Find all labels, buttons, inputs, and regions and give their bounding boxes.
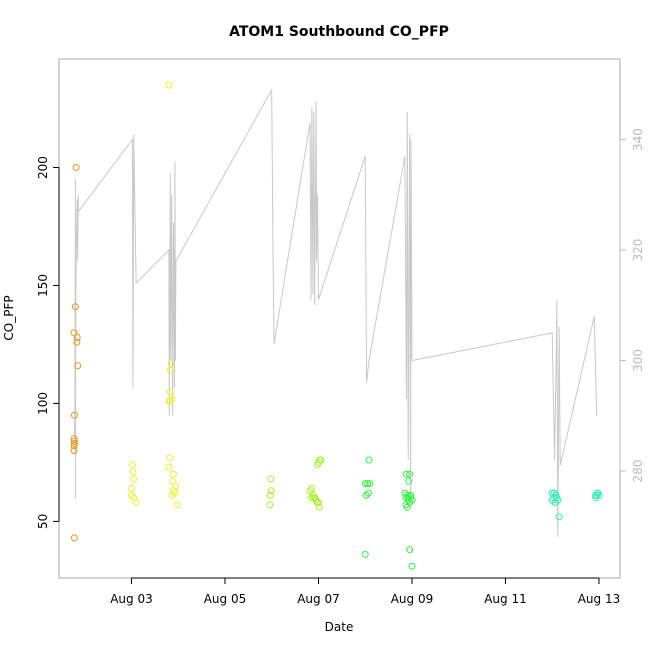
- data-point: [402, 470, 410, 478]
- data-point: [267, 487, 275, 495]
- data-point: [168, 395, 176, 403]
- data-point: [170, 470, 177, 478]
- data-point: [266, 501, 274, 509]
- line-series: [73, 88, 598, 538]
- data-point: [403, 503, 411, 511]
- data-point: [548, 489, 556, 497]
- data-point: [129, 468, 137, 476]
- y-right-tick-label: 280: [631, 459, 645, 482]
- data-point: [365, 456, 373, 464]
- data-point: [364, 480, 372, 488]
- data-point: [361, 550, 369, 558]
- data-point: [165, 81, 173, 89]
- data-point: [128, 461, 136, 469]
- data-point: [267, 475, 275, 483]
- data-point: [128, 484, 135, 492]
- data-point: [362, 491, 370, 499]
- x-axis: Aug 03 Aug 05 Aug 07 Aug 09 Aug 11 Aug 13: [110, 577, 621, 606]
- data-point: [407, 491, 415, 499]
- data-point: [166, 366, 174, 374]
- data-point: [554, 496, 562, 504]
- data-point: [314, 461, 321, 469]
- x-tick-label: Aug 05: [204, 592, 247, 606]
- y-tick-label: 50: [36, 514, 50, 529]
- data-point: [266, 491, 274, 499]
- data-point: [73, 338, 81, 346]
- data-point: [128, 491, 135, 499]
- data-point: [308, 484, 316, 492]
- data-point: [169, 477, 177, 485]
- y-right-tick-label: 340: [631, 128, 645, 151]
- x-tick-label: Aug 07: [297, 592, 340, 606]
- data-point: [405, 477, 413, 485]
- data-point: [70, 440, 78, 447]
- chart-title: ATOM1 Southbound CO_PFP: [229, 24, 449, 40]
- data-point: [166, 388, 174, 396]
- y-tick-label: 150: [36, 274, 50, 297]
- data-point: [401, 489, 409, 497]
- data-point: [408, 562, 416, 570]
- data-point: [132, 499, 140, 506]
- data-point: [70, 329, 78, 337]
- data-point: [72, 164, 80, 171]
- y-axis: 50 100 150 200: [36, 156, 60, 529]
- x-axis-title: Date: [325, 620, 354, 634]
- data-point: [365, 489, 372, 497]
- y-tick-label: 200: [36, 156, 50, 179]
- x-tick-label: Aug 03: [110, 592, 153, 606]
- x-tick-label: Aug 13: [578, 592, 621, 606]
- data-point: [74, 362, 82, 370]
- data-point: [361, 480, 369, 488]
- y-right-tick-label: 300: [631, 349, 645, 372]
- data-point: [311, 494, 319, 502]
- data-point: [166, 454, 174, 462]
- data-point: [71, 303, 79, 311]
- x-tick-label: Aug 09: [391, 592, 434, 606]
- data-point: [594, 489, 602, 497]
- data-point: [315, 503, 323, 511]
- data-point: [173, 501, 181, 509]
- data-point: [366, 480, 374, 488]
- scatter-points: [70, 81, 603, 570]
- data-point: [168, 491, 176, 499]
- data-point: [70, 442, 78, 450]
- data-point: [73, 333, 81, 341]
- data-point: [165, 463, 173, 471]
- data-point: [70, 411, 78, 419]
- x-tick-label: Aug 11: [484, 592, 527, 606]
- y-axis-title: CO_PFP: [2, 295, 16, 340]
- data-point: [130, 475, 138, 483]
- data-point: [70, 447, 78, 455]
- data-point: [407, 494, 415, 502]
- series-line: [73, 88, 598, 538]
- y-tick-label: 100: [36, 392, 50, 415]
- data-point: [167, 359, 175, 367]
- data-point: [555, 513, 563, 521]
- data-point: [70, 435, 78, 443]
- y-right-tick-label: 320: [631, 239, 645, 262]
- data-point: [592, 491, 600, 499]
- data-point: [406, 470, 414, 478]
- data-point: [70, 437, 78, 445]
- y-axis-right: 280 300 320 340: [619, 128, 645, 482]
- data-point: [70, 534, 78, 542]
- data-point: [406, 546, 414, 554]
